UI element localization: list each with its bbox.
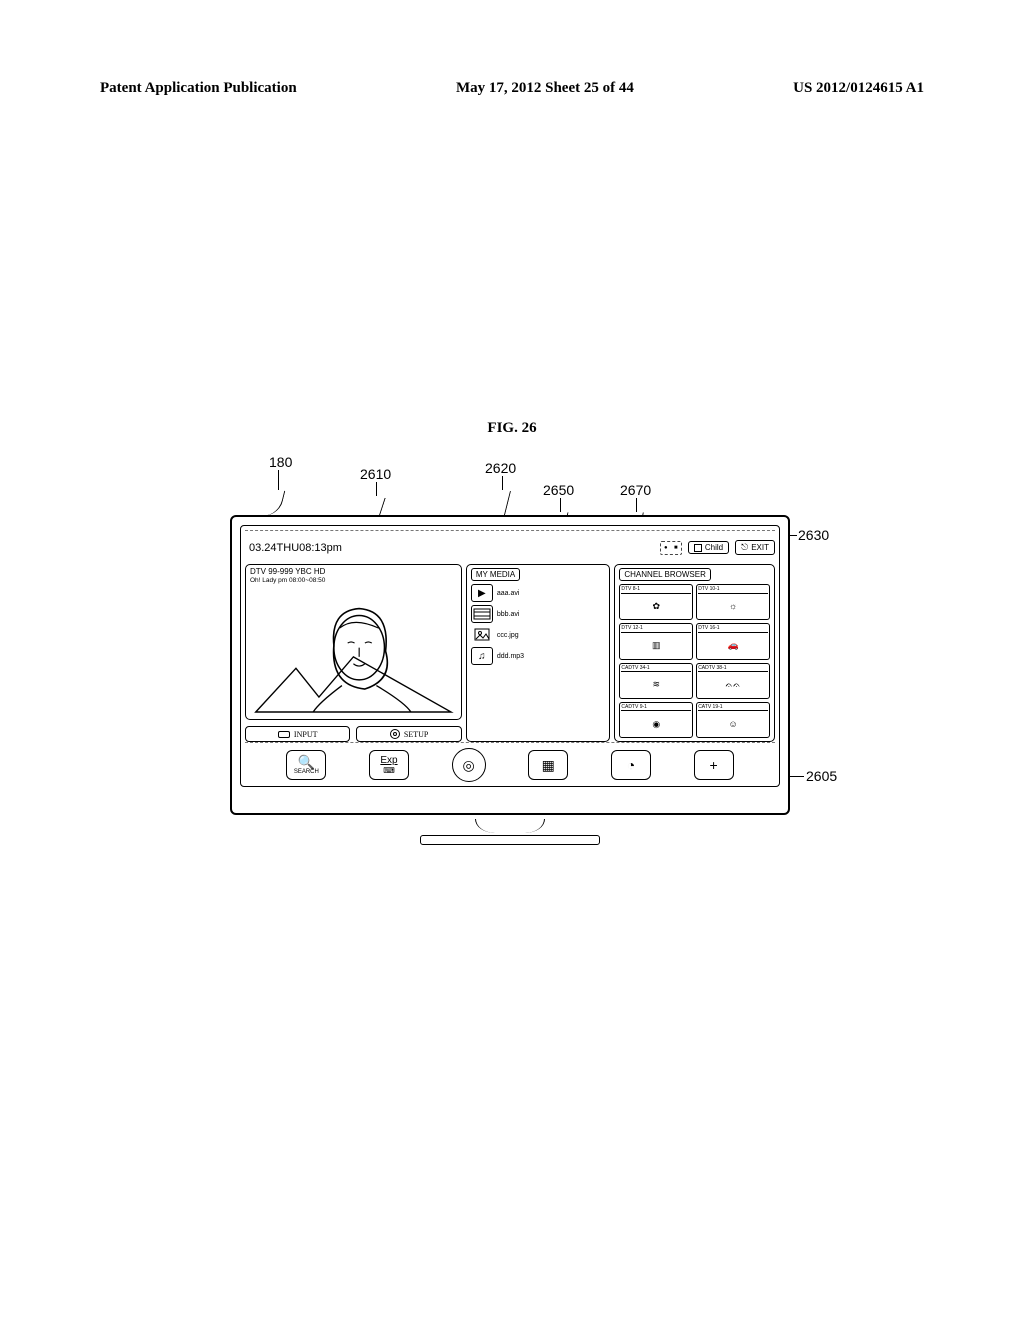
spiral-icon: ◎	[463, 758, 475, 772]
gear-icon	[390, 729, 400, 739]
channel-head: CATV 19-1	[698, 704, 768, 712]
image-icon	[471, 626, 493, 644]
media-label: aaa.avi	[497, 590, 520, 597]
gallery-app[interactable]: ▦	[528, 750, 568, 780]
left-column: DTV 99-999 YBC HD Oh! Lady pm 08:00~08:5…	[245, 564, 462, 742]
channel-thumb-icon: ◉	[621, 712, 691, 736]
channel-thumb-icon: ☺	[698, 712, 768, 736]
media-item[interactable]: ccc.jpg	[471, 626, 606, 644]
live-tv-panel[interactable]: DTV 99-999 YBC HD Oh! Lady pm 08:00~08:5…	[245, 564, 462, 720]
channel-cell[interactable]: CATV 19-1 ☺	[696, 702, 770, 738]
child-button[interactable]: Child	[688, 541, 729, 554]
setup-button[interactable]: SETUP	[356, 726, 461, 742]
exit-button[interactable]: ⎋ EXIT	[735, 540, 775, 555]
input-label: INPUT	[294, 730, 318, 739]
app-row: 🔍 SEARCH Exp ⌨ ◎ ▦ ◔ +	[245, 742, 775, 782]
search-label: SEARCH	[294, 769, 319, 775]
callout-2650: 2650	[543, 482, 574, 498]
header-center: May 17, 2012 Sheet 25 of 44	[456, 80, 634, 97]
channelbrowser-panel: CHANNEL BROWSER DTV 8-1 ✿ DTV 10-1 ☼ DTV…	[614, 564, 775, 742]
mymedia-panel: MY MEDIA ▶ aaa.avi bbb.avi	[466, 564, 611, 742]
tv-monitor: 03.24THU08:13pm ●■ Child ⎋ EXIT	[230, 515, 790, 845]
channel-head: DTV 8-1	[621, 586, 691, 594]
tv-bezel: 03.24THU08:13pm ●■ Child ⎋ EXIT	[230, 515, 790, 815]
power-app[interactable]: ◎	[452, 748, 486, 782]
channel-grid: DTV 8-1 ✿ DTV 10-1 ☼ DTV 12-1 ▥ DTV 16	[619, 584, 770, 738]
channel-head: DTV 10-1	[698, 586, 768, 594]
child-button-label: Child	[705, 543, 723, 552]
channel-cell[interactable]: DTV 16-1 🚗	[696, 623, 770, 659]
channel-cell[interactable]: DTV 12-1 ▥	[619, 623, 693, 659]
keyboard-icon: ⌨	[383, 766, 395, 775]
setup-label: SETUP	[404, 730, 428, 739]
grid-icon	[694, 544, 702, 552]
channelbrowser-title: CHANNEL BROWSER	[619, 568, 711, 581]
media-label: bbb.avi	[497, 611, 520, 618]
picture-icon: ▦	[542, 758, 555, 772]
leader-2610	[376, 482, 377, 496]
page-header: Patent Application Publication May 17, 2…	[100, 80, 924, 97]
tv-stand	[420, 835, 600, 845]
callout-2620: 2620	[485, 460, 516, 476]
callout-2605: 2605	[806, 768, 837, 784]
channel-head: CADTV 9-1	[621, 704, 691, 712]
filmclip-icon	[471, 605, 493, 623]
channel-thumb-icon: ≋	[621, 673, 691, 697]
magnifier-icon: 🔍	[298, 755, 315, 769]
tv-neck	[475, 819, 545, 833]
input-icon	[278, 731, 290, 738]
clock-icon: ◔	[627, 758, 635, 772]
channel-thumb-icon: ᨊᨊ	[698, 673, 768, 697]
header-right: US 2012/0124615 A1	[793, 80, 924, 97]
callout-2670: 2670	[620, 482, 651, 498]
channel-thumb-icon: 🚗	[698, 634, 768, 658]
channel-head: DTV 16-1	[698, 625, 768, 633]
media-label: ccc.jpg	[497, 632, 519, 639]
exit-icon: ⎋	[741, 542, 748, 553]
search-app[interactable]: 🔍 SEARCH	[286, 750, 326, 780]
indicator-dots-icon: ●■	[660, 541, 682, 555]
callout-2630: 2630	[798, 527, 829, 543]
add-app[interactable]: +	[694, 750, 734, 780]
channel-label: DTV 99-999 YBC HD	[250, 568, 457, 577]
plus-icon: +	[710, 758, 718, 772]
channel-thumb-icon: ☼	[698, 595, 768, 619]
header-left: Patent Application Publication	[100, 80, 297, 97]
woman-sketch-icon	[250, 586, 457, 716]
program-thumbnail	[250, 586, 457, 716]
main-grid: DTV 99-999 YBC HD Oh! Lady pm 08:00~08:5…	[245, 564, 775, 742]
media-label: ddd.mp3	[497, 653, 524, 660]
channel-head: CADTV 34-1	[621, 665, 691, 673]
tv-screen: 03.24THU08:13pm ●■ Child ⎋ EXIT	[240, 525, 780, 787]
music-icon: ♫	[471, 647, 493, 665]
play-icon: ▶	[471, 584, 493, 602]
callout-180: 180	[269, 454, 292, 470]
channel-cell[interactable]: CADTV 38-1 ᨊᨊ	[696, 663, 770, 699]
channel-thumb-icon: ✿	[621, 595, 691, 619]
program-label: Oh! Lady pm 08:00~08:50	[250, 577, 457, 584]
leader-180	[278, 470, 279, 490]
exit-button-label: EXIT	[751, 543, 769, 552]
channel-cell[interactable]: DTV 8-1 ✿	[619, 584, 693, 620]
foot-row: INPUT SETUP	[245, 726, 462, 742]
exp-label: Exp	[380, 755, 397, 766]
mymedia-title: MY MEDIA	[471, 568, 520, 581]
channel-cell[interactable]: CADTV 34-1 ≋	[619, 663, 693, 699]
figure-title: FIG. 26	[0, 420, 1024, 437]
channel-head: CADTV 38-1	[698, 665, 768, 673]
channel-cell[interactable]: DTV 10-1 ☼	[696, 584, 770, 620]
media-item[interactable]: bbb.avi	[471, 605, 606, 623]
channel-head: DTV 12-1	[621, 625, 691, 633]
screen-top-row: 03.24THU08:13pm ●■ Child ⎋ EXIT	[245, 530, 775, 562]
callout-2610: 2610	[360, 466, 391, 482]
exp-app[interactable]: Exp ⌨	[369, 750, 409, 780]
channel-thumb-icon: ▥	[621, 634, 691, 658]
channel-cell[interactable]: CADTV 9-1 ◉	[619, 702, 693, 738]
time-app[interactable]: ◔	[611, 750, 651, 780]
input-button[interactable]: INPUT	[245, 726, 350, 742]
media-item[interactable]: ▶ aaa.avi	[471, 584, 606, 602]
datetime-label: 03.24THU08:13pm	[245, 542, 342, 554]
media-item[interactable]: ♫ ddd.mp3	[471, 647, 606, 665]
